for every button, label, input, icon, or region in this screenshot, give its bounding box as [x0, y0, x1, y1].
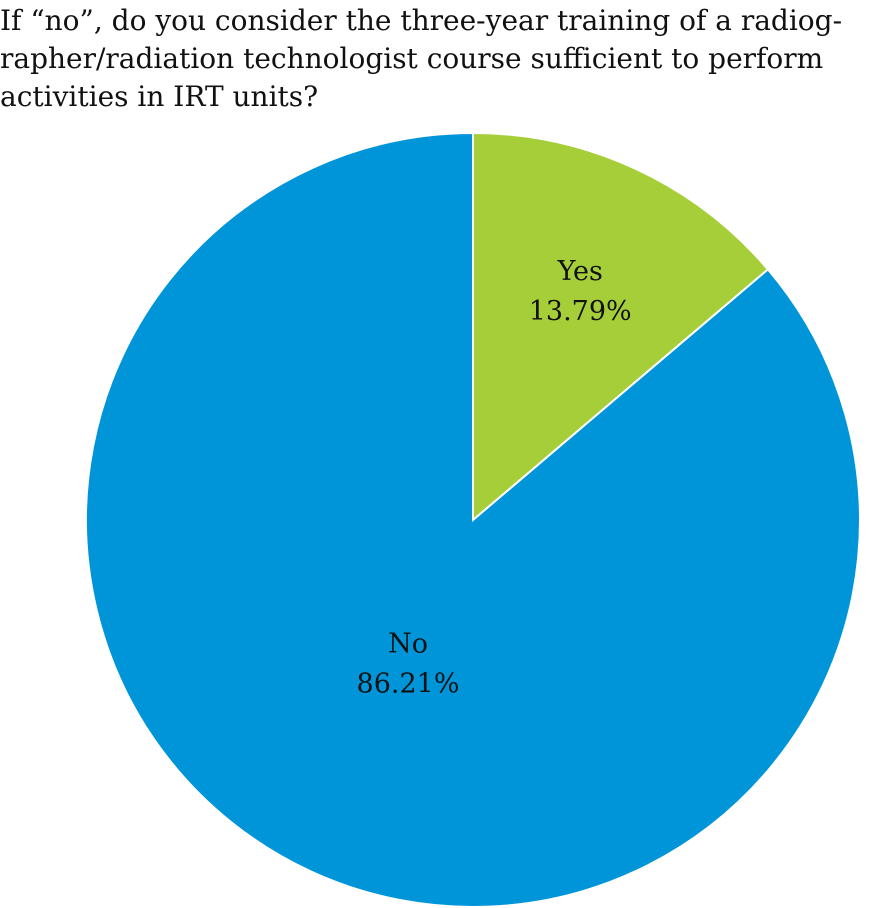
pie-slice-yes: [472, 131, 770, 523]
slice-label-yes: Yes: [557, 256, 603, 287]
chart-title-line-1: If “no”, do you consider the three-year …: [0, 4, 843, 37]
chart-title-line-2: rapher/radiation technologist course suf…: [0, 42, 824, 75]
slice-label-no: No: [388, 628, 428, 659]
pie-slice-no: [85, 131, 861, 908]
slice-value-yes: 13.79%: [529, 296, 632, 327]
pie-labels: Yes 13.79% No 86.21%: [357, 256, 632, 699]
chart-title-line-3: activities in IRT units?: [0, 80, 319, 113]
slice-value-no: 86.21%: [357, 668, 460, 699]
chart-title: If “no”, do you consider the three-year …: [0, 2, 874, 116]
pie-slices: [85, 131, 861, 908]
